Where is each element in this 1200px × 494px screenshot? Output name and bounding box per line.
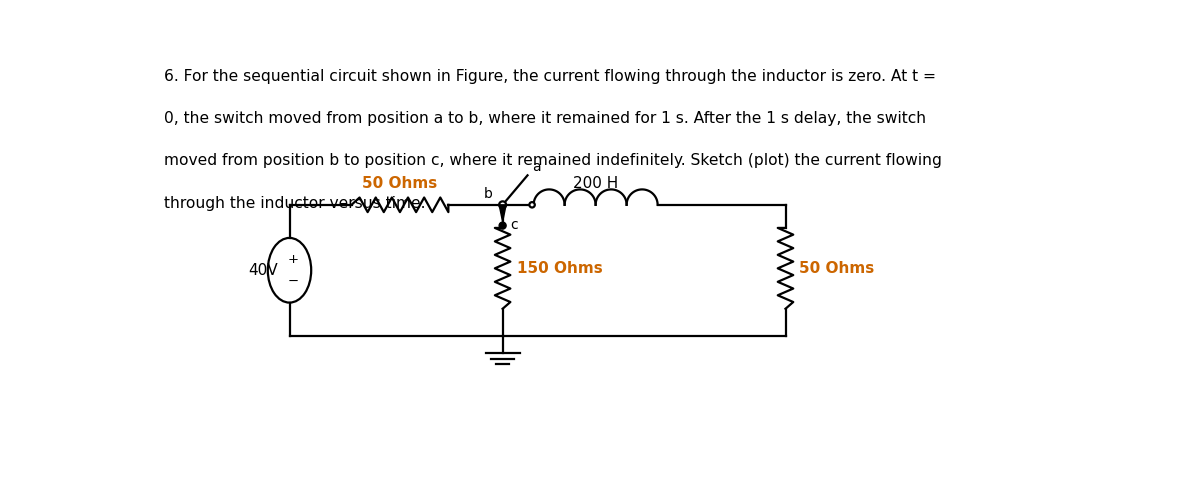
- Text: −: −: [288, 275, 299, 288]
- Text: b: b: [484, 187, 492, 201]
- Circle shape: [499, 202, 506, 208]
- Circle shape: [529, 202, 535, 207]
- Text: c: c: [510, 218, 518, 232]
- Circle shape: [499, 222, 506, 229]
- Text: moved from position b to position c, where it remained indefinitely. Sketch (plo: moved from position b to position c, whe…: [164, 153, 942, 168]
- Text: 200 H: 200 H: [574, 176, 618, 191]
- Text: 50 Ohms: 50 Ohms: [362, 176, 438, 191]
- Text: 40V: 40V: [248, 263, 278, 278]
- Text: 50 Ohms: 50 Ohms: [799, 261, 875, 276]
- Text: 0, the switch moved from position a to b, where it remained for 1 s. After the 1: 0, the switch moved from position a to b…: [164, 111, 926, 126]
- Text: a: a: [532, 160, 541, 174]
- Text: 6. For the sequential circuit shown in Figure, the current flowing through the i: 6. For the sequential circuit shown in F…: [164, 69, 936, 83]
- Text: 150 Ohms: 150 Ohms: [516, 261, 602, 276]
- Text: through the inductor versus time.: through the inductor versus time.: [164, 196, 426, 210]
- Text: +: +: [288, 253, 299, 266]
- Polygon shape: [499, 205, 506, 222]
